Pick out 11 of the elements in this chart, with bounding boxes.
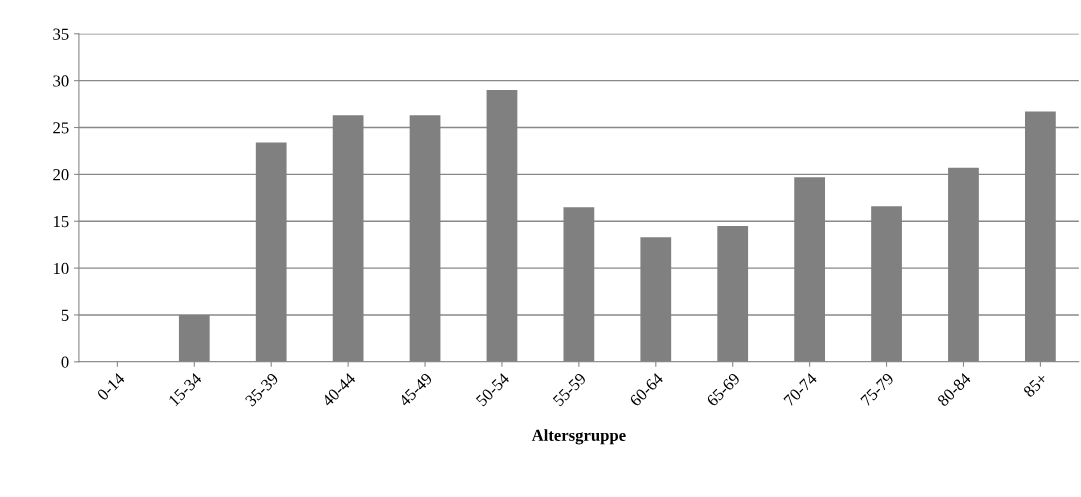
y-tick-label: 10: [53, 262, 69, 275]
y-tick-label: 35: [53, 28, 69, 40]
y-tick-label: 30: [53, 75, 69, 87]
y-tick-label: 25: [53, 122, 69, 134]
y-tick-label: 20: [53, 169, 69, 181]
y-tick-label: 0: [61, 356, 69, 368]
x-tick-label: 85+: [1022, 372, 1049, 398]
x-tick-label: 0-14: [96, 372, 126, 401]
y-tick-label: 15: [53, 216, 69, 228]
x-axis-title: Altersgruppe: [531, 429, 626, 445]
y-tick-label: 5: [61, 309, 69, 321]
